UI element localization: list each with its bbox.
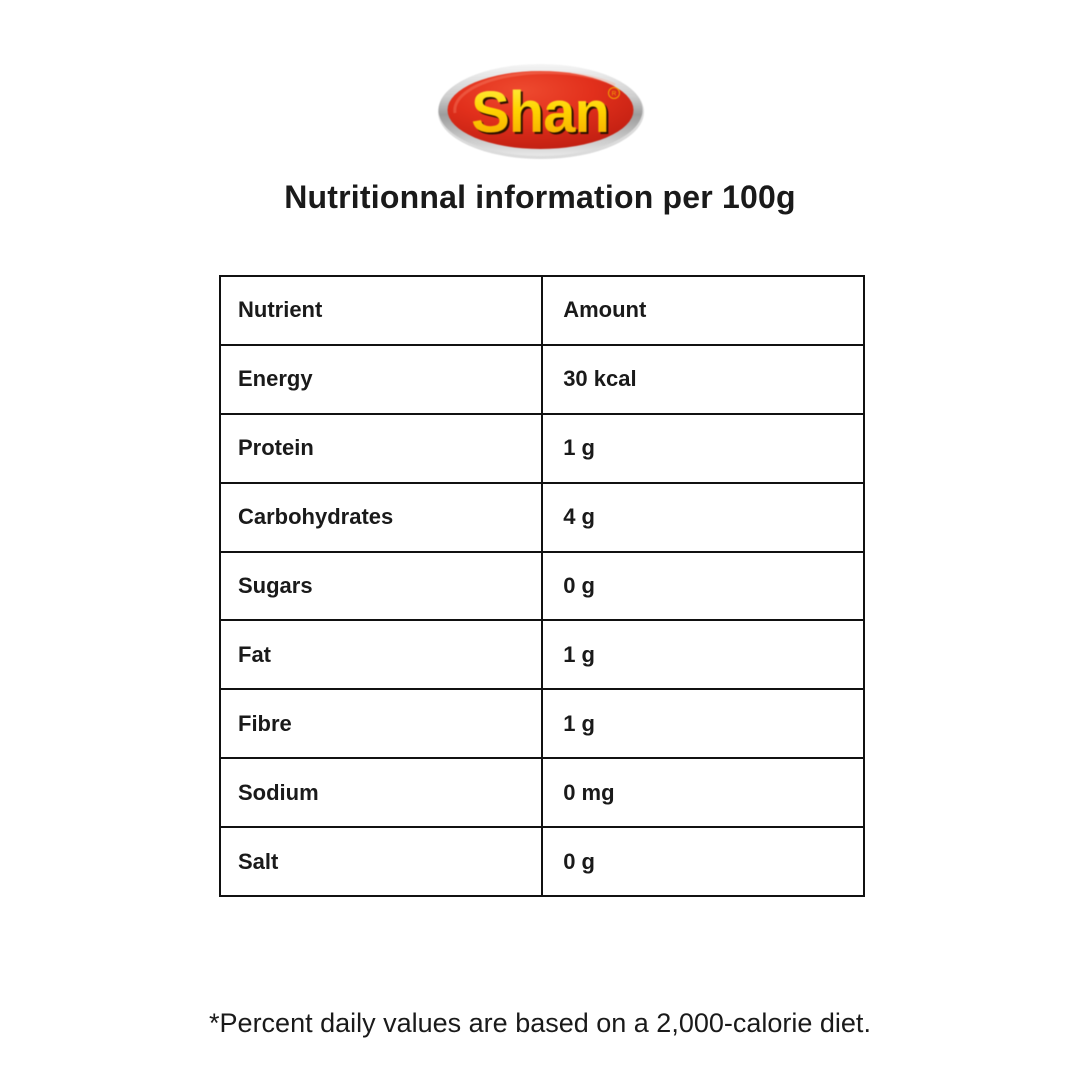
svg-text:R: R: [612, 91, 617, 98]
svg-text:Shan: Shan: [471, 80, 609, 145]
